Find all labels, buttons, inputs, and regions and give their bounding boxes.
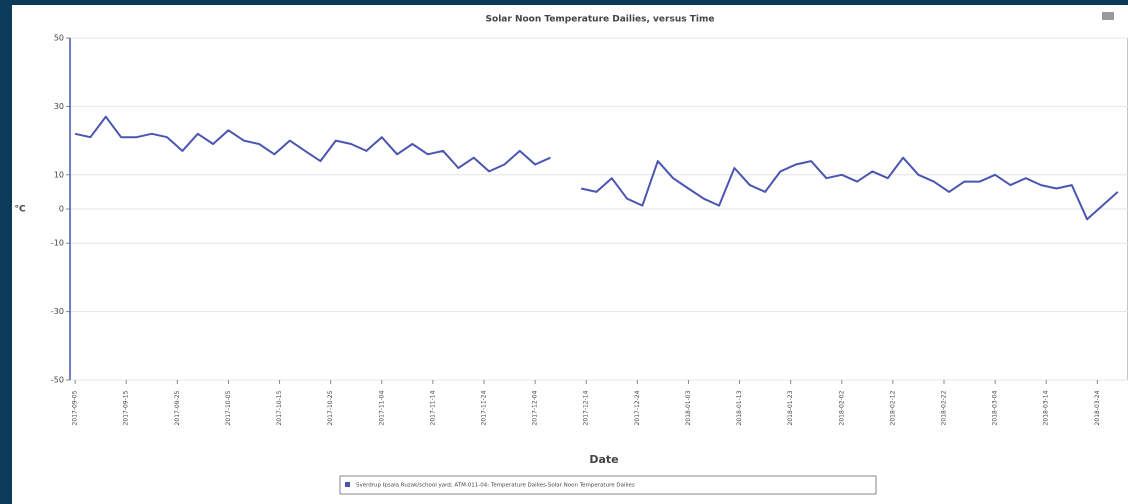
x-axis-label: Date: [589, 453, 618, 466]
y-tick-label: 10: [54, 170, 64, 179]
data-line: [74, 115, 1119, 221]
x-tick-label: 2017-12-04: [532, 390, 539, 425]
x-tick-label: 2017-11-14: [429, 390, 436, 425]
legend-label: Sverdrup Ipsala Ruzak/school yard; ATM-0…: [356, 483, 635, 489]
x-tick-label: 2017-09-15: [123, 390, 130, 425]
y-tick-label: 30: [54, 102, 64, 111]
x-tick-label: 2017-09-05: [72, 390, 79, 425]
x-tick-label: 2018-01-23: [787, 390, 794, 425]
x-tick-label: 2018-02-02: [838, 390, 845, 425]
chart-title: Solar Noon Temperature Dailies, versus T…: [486, 15, 715, 25]
x-tick-label: 2017-12-24: [634, 390, 641, 425]
panel: [12, 5, 1128, 504]
legend: [339, 475, 877, 495]
y-axis-label: °C: [14, 205, 26, 215]
x-tick-label: 2017-10-25: [327, 390, 334, 425]
y-tick-label: 50: [54, 34, 64, 43]
y-tick-label: -30: [51, 307, 64, 316]
print-icon[interactable]: [1102, 12, 1114, 20]
x-tick-label: 2018-01-13: [736, 390, 743, 425]
legend-swatch: [345, 482, 350, 487]
x-tick-label: 2018-03-04: [992, 390, 999, 425]
x-tick-label: 2018-03-24: [1094, 390, 1101, 425]
y-tick-label: -10: [51, 239, 64, 248]
x-tick-label: 2017-10-05: [225, 390, 232, 425]
y-tick-label: 0: [59, 205, 64, 214]
x-tick-label: 2018-03-14: [1043, 390, 1050, 425]
x-tick-label: 2018-02-12: [889, 390, 896, 425]
x-tick-label: 2017-09-25: [174, 390, 181, 425]
print-icon-body[interactable]: [1102, 12, 1114, 20]
x-tick-label: 2017-11-04: [378, 390, 385, 425]
y-tick-label: -50: [51, 376, 64, 385]
x-tick-label: 2017-12-14: [583, 390, 590, 425]
x-tick-label: 2017-10-15: [276, 390, 283, 425]
x-tick-label: 2018-02-22: [941, 390, 948, 425]
x-tick-label: 2018-01-03: [685, 390, 692, 425]
x-tick-label: 2017-11-24: [481, 390, 488, 425]
